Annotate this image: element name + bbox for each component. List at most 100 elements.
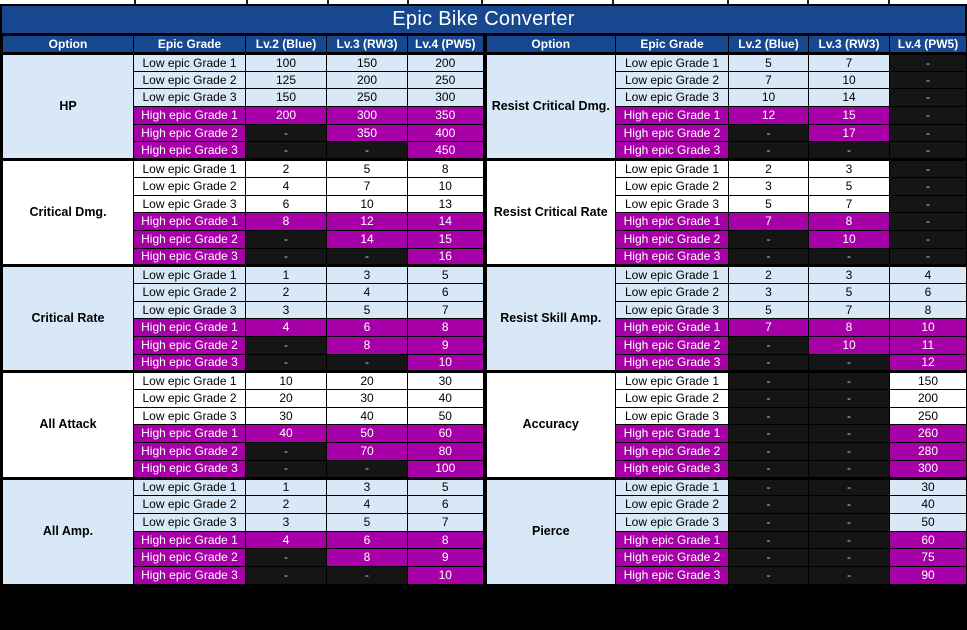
empty-cell: - (728, 141, 809, 161)
empty-cell: - (728, 495, 809, 514)
empty-cell: - (889, 194, 967, 214)
empty-cell: - (889, 70, 967, 90)
gridline-tick (888, 0, 890, 4)
gridline-tick (327, 0, 329, 4)
empty-cell: - (245, 247, 327, 267)
value-cell: 7 (407, 300, 484, 320)
table-row: All Attack Low epic Grade 1 10 20 30 (2, 370, 484, 479)
option-cell: Resist Critical Rate (485, 158, 616, 267)
grade-cell: Low epic Grade 1 (615, 476, 729, 497)
left-header-row: Option Epic Grade Lv.2 (Blue) Lv.3 (RW3)… (2, 35, 484, 54)
grade-cell: High epic Grade 1 (615, 530, 729, 550)
value-cell: 300 (889, 459, 967, 479)
value-cell: 350 (326, 123, 408, 143)
value-cell: 15 (808, 106, 890, 125)
value-cell: 60 (889, 530, 967, 550)
value-cell: 3 (245, 300, 327, 320)
grade-cell: High epic Grade 2 (133, 229, 246, 249)
value-cell: 6 (326, 318, 408, 337)
left-stats-table: Option Epic Grade Lv.2 (Blue) Lv.3 (RW3)… (2, 35, 485, 585)
table-row: High epic Grade 3- -16 (3, 247, 484, 267)
value-cell: 3 (326, 264, 408, 284)
value-cell: 50 (407, 406, 484, 426)
value-cell: 7 (728, 70, 809, 90)
table-row: HP Low epic Grade 1 100 150 200 (2, 51, 484, 161)
value-cell: 8 (326, 548, 408, 567)
table-row: High epic Grade 1- -260 (486, 424, 967, 444)
value-cell: 200 (407, 52, 484, 72)
value-cell: 8 (808, 212, 890, 231)
value-cell: 17 (808, 123, 890, 143)
value-cell: 5 (407, 264, 484, 284)
empty-cell: - (728, 370, 809, 391)
table-row: High epic Grade 3- -10 (3, 353, 484, 373)
empty-cell: - (245, 442, 327, 461)
gridline-tick (727, 0, 729, 4)
table-frame: Epic Bike Converter Option Epic Grade Lv… (0, 4, 967, 630)
grade-cell: Low epic Grade 1 (133, 52, 246, 72)
table-row: Low epic Grade 2 125 200 250 (3, 70, 484, 90)
value-cell: 10 (326, 194, 408, 214)
grade-cell: Low epic Grade 2 (615, 70, 729, 90)
empty-cell: - (808, 530, 890, 550)
option-cell: Accuracy (485, 370, 616, 479)
table-row: Low epic Grade 3- -50 (486, 512, 967, 532)
value-cell: 8 (326, 336, 408, 355)
value-cell: 5 (728, 52, 809, 72)
value-cell: 10 (889, 318, 967, 337)
value-cell: 40 (245, 424, 327, 444)
value-cell: 6 (326, 530, 408, 550)
right-header-row: Option Epic Grade Lv.2 (Blue) Lv.3 (RW3)… (485, 35, 967, 54)
grade-cell: Low epic Grade 1 (615, 264, 729, 284)
grade-cell: Low epic Grade 2 (133, 495, 246, 514)
empty-cell: - (889, 106, 967, 125)
grade-cell: High epic Grade 2 (133, 548, 246, 567)
empty-cell: - (808, 247, 890, 267)
empty-cell: - (326, 247, 408, 267)
grade-cell: Low epic Grade 3 (133, 406, 246, 426)
grade-cell: Low epic Grade 3 (133, 88, 246, 108)
value-cell: 1 (245, 476, 327, 497)
grade-cell: High epic Grade 2 (615, 336, 729, 355)
empty-cell: - (728, 530, 809, 550)
empty-cell: - (808, 406, 890, 426)
option-cell: Critical Rate (2, 264, 134, 373)
empty-cell: - (889, 123, 967, 143)
value-cell: 50 (889, 512, 967, 532)
grade-cell: Low epic Grade 2 (133, 176, 246, 196)
value-cell: 4 (245, 318, 327, 337)
value-cell: 150 (245, 88, 327, 108)
empty-cell: - (889, 229, 967, 249)
table-row: Low epic Grade 3- -250 (486, 406, 967, 426)
empty-cell: - (245, 353, 327, 373)
value-cell: 5 (728, 194, 809, 214)
value-cell: 5 (326, 512, 408, 532)
value-cell: 14 (407, 212, 484, 231)
empty-cell: - (808, 389, 890, 408)
gridline-tick (407, 0, 409, 4)
value-cell: 200 (326, 70, 408, 90)
grade-cell: High epic Grade 2 (133, 442, 246, 461)
value-cell: 4 (889, 264, 967, 284)
value-cell: 1 (245, 264, 327, 284)
column-header-option: Option (2, 35, 134, 54)
empty-cell: - (245, 141, 327, 161)
empty-cell: - (728, 442, 809, 461)
value-cell: 30 (245, 406, 327, 426)
value-cell: 3 (326, 476, 408, 497)
empty-cell: - (245, 123, 327, 143)
grade-cell: Low epic Grade 3 (133, 512, 246, 532)
table-row: High epic Grade 1 8 12 14 (3, 212, 484, 231)
column-header-lv2: Lv.2 (Blue) (728, 35, 809, 54)
value-cell: 350 (407, 106, 484, 125)
value-cell: 5 (326, 300, 408, 320)
empty-cell: - (889, 212, 967, 231)
column-header-option: Option (485, 35, 616, 54)
value-cell: 7 (326, 176, 408, 196)
value-cell: 4 (245, 176, 327, 196)
value-cell: 6 (245, 194, 327, 214)
gridline-remnants (0, 0, 967, 4)
table-row: High epic Grade 1 7 8 10 (486, 318, 967, 337)
